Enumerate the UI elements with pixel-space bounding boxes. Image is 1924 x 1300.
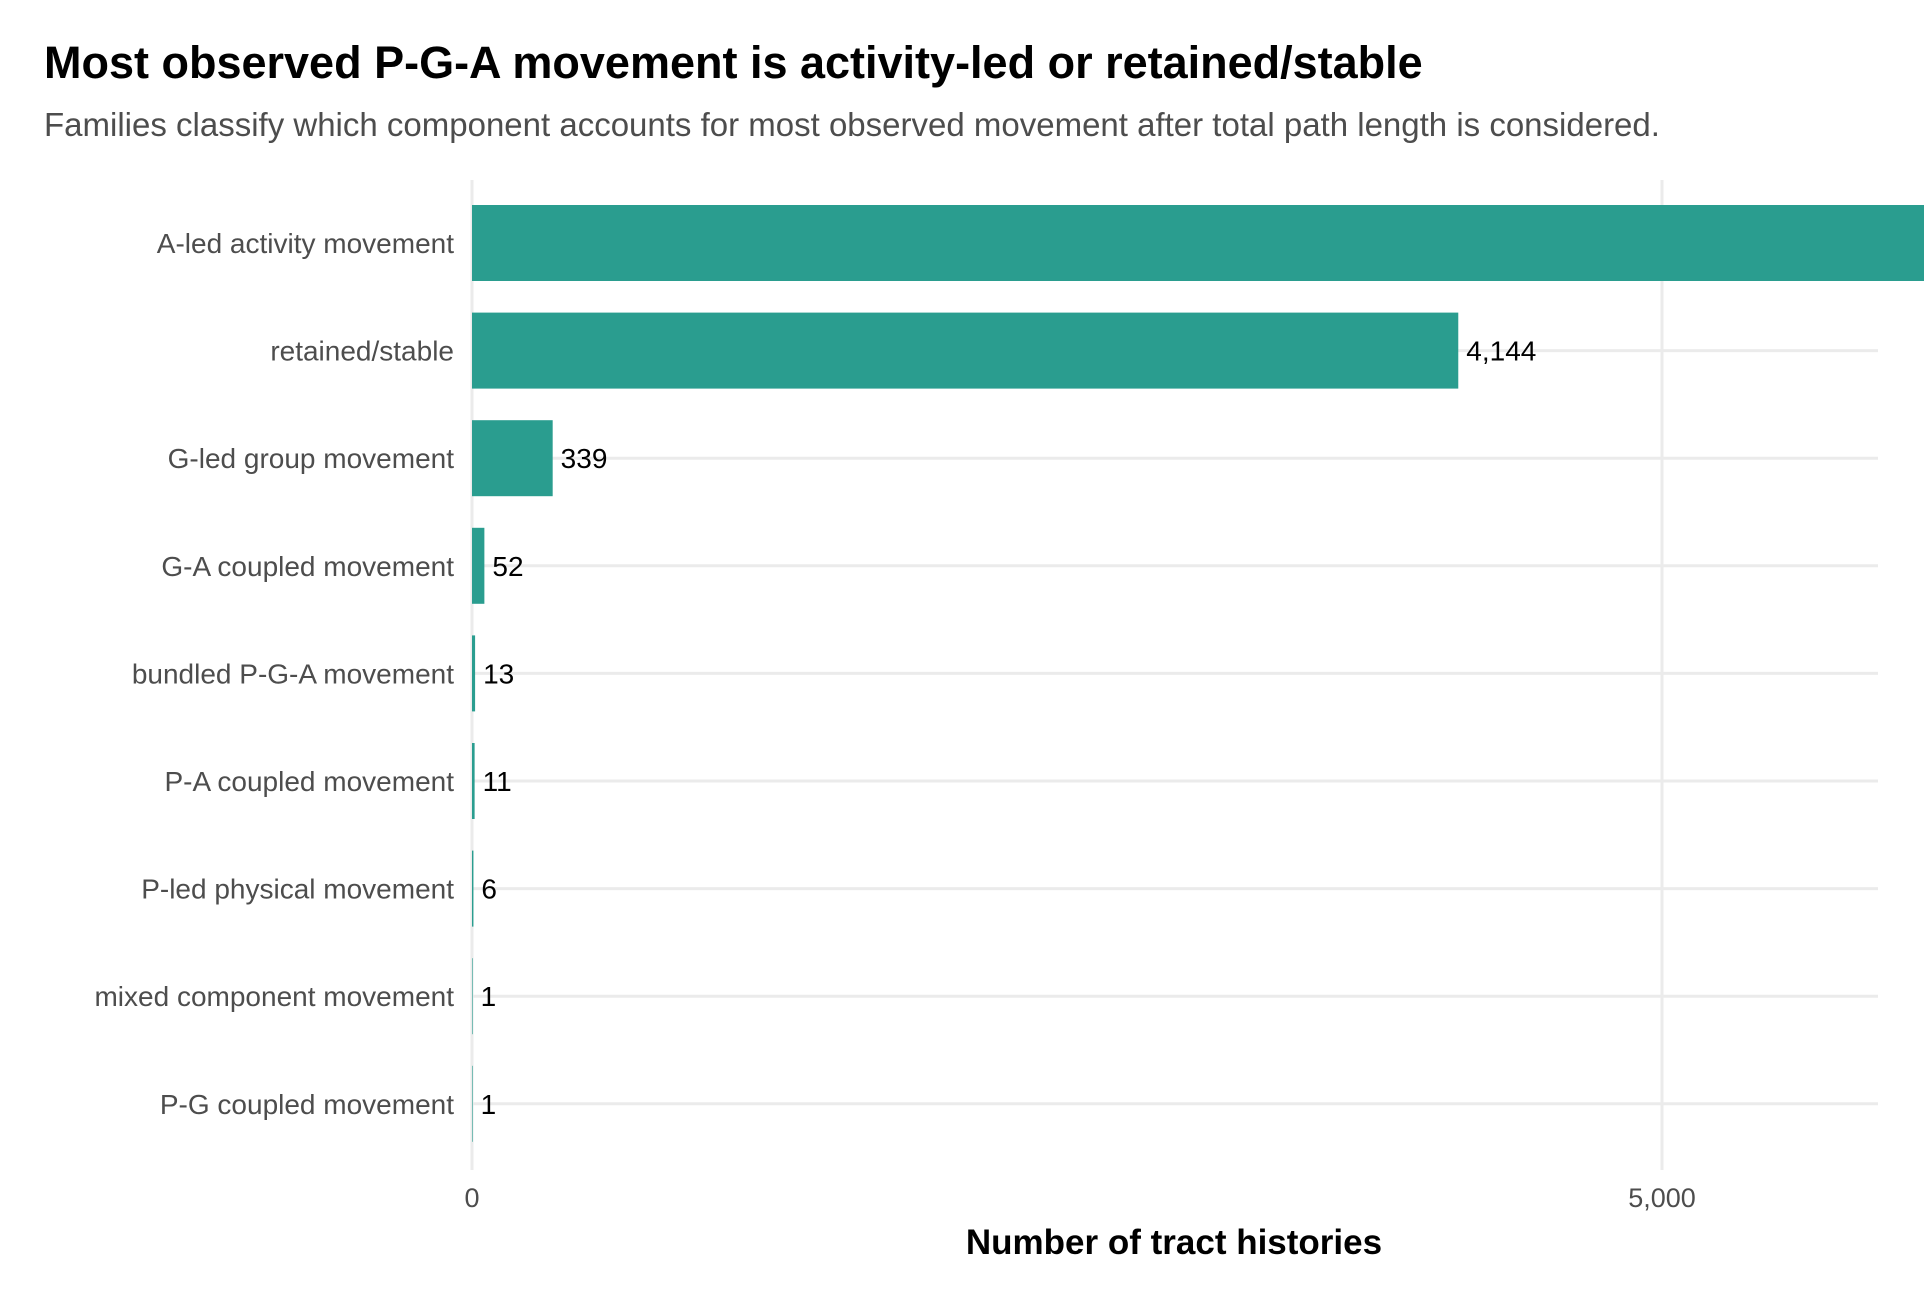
value-label: 1: [481, 1089, 497, 1120]
value-label: 339: [561, 443, 608, 474]
bar-p-g-coupled-movement: [472, 1065, 473, 1142]
value-label: 13: [483, 658, 514, 689]
value-label: 1: [481, 981, 497, 1012]
bar-retained-stable: [472, 312, 1459, 389]
bars: [472, 205, 1924, 1142]
bar-p-a-coupled-movement: [472, 743, 475, 819]
category-label: retained/stable: [270, 336, 454, 367]
x-tick-label: 0: [464, 1183, 479, 1213]
category-label: P-A coupled movement: [165, 766, 455, 797]
x-tick-label: 5,000: [1628, 1183, 1696, 1213]
bar-p-led-physical-movement: [472, 850, 474, 927]
bar-mixed-component-movement: [472, 958, 473, 1035]
value-label: 11: [483, 766, 512, 797]
category-label: P-led physical movement: [141, 874, 454, 905]
category-label: P-G coupled movement: [160, 1089, 454, 1120]
category-label: A-led activity movement: [157, 228, 454, 259]
x-axis-title: Number of tract histories: [966, 1223, 1382, 1262]
bar-a-led-activity-movement: [472, 205, 1924, 281]
category-label: G-led group movement: [168, 443, 455, 474]
bar-g-a-coupled-movement: [472, 527, 485, 604]
value-label: 6: [481, 874, 497, 905]
value-label: 52: [492, 551, 523, 582]
chart-subtitle: Families classify which component accoun…: [44, 106, 1660, 143]
chart-title: Most observed P-G-A movement is activity…: [44, 37, 1423, 88]
category-label: bundled P-G-A movement: [132, 658, 454, 689]
bar-g-led-group-movement: [472, 420, 553, 497]
category-label: G-A coupled movement: [161, 551, 454, 582]
category-label: mixed component movement: [94, 981, 454, 1012]
bar-bundled-p-g-a-movement: [472, 635, 476, 712]
value-label: 4,144: [1466, 336, 1536, 367]
